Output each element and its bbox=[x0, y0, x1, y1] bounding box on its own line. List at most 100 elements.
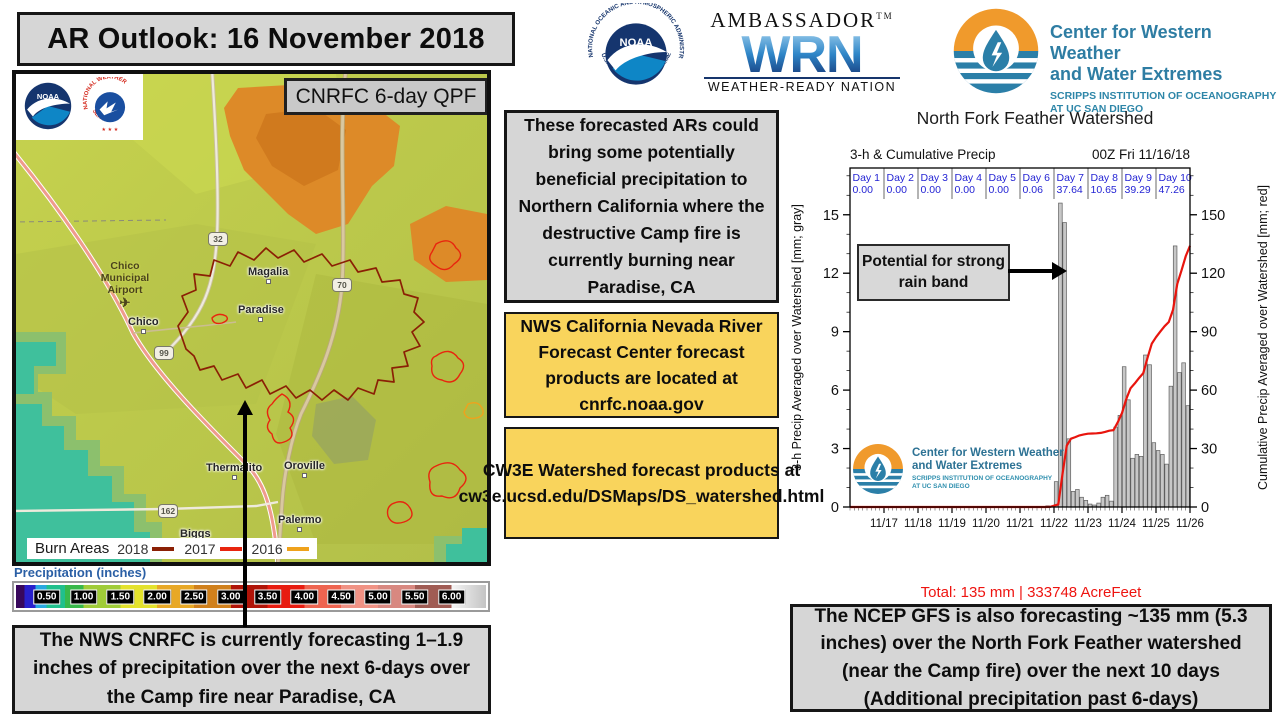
precip-bar bbox=[1168, 385, 1174, 508]
watershed-chart-panel: North Fork Feather Watershed 3-h & Cumul… bbox=[788, 103, 1280, 581]
precip-bar bbox=[1109, 500, 1114, 508]
x-tick-label: 11/24 bbox=[1108, 518, 1137, 530]
x-tick-label: 11/23 bbox=[1074, 518, 1102, 530]
precip-label: 4.00 bbox=[290, 589, 319, 604]
y-right-tick-label: 30 bbox=[1201, 442, 1217, 458]
precip-label: 0.50 bbox=[33, 589, 61, 604]
precip-colorbar: 0.50 1.00 1.50 2.00 2.50 3.00 3.50 4.00 4.50 5.00… bbox=[12, 581, 490, 612]
y-left-tick-label: 12 bbox=[823, 266, 839, 282]
plot-frame bbox=[849, 167, 1191, 508]
cw3e-logo-text: Center for Western Weather and Water Ext… bbox=[1050, 22, 1280, 116]
y-left-tick-label: 9 bbox=[831, 325, 839, 341]
precip-bar bbox=[1070, 491, 1076, 508]
precip-bar bbox=[1185, 405, 1191, 508]
y-left-tick-label: 3 bbox=[831, 442, 839, 458]
town-marker-dot bbox=[301, 473, 307, 478]
chart-day-total: 0.06 bbox=[1023, 184, 1044, 196]
y-left-tick-label: 6 bbox=[831, 383, 839, 399]
precip-bar bbox=[1147, 364, 1152, 508]
y-right-tick-label: 90 bbox=[1201, 325, 1217, 341]
noaa-abbr: NOAA bbox=[620, 37, 653, 49]
chart-subtitle-right: 00Z Fri 11/16/18 bbox=[1092, 147, 1190, 162]
cumulative-line bbox=[850, 245, 1192, 509]
wrn-ambassador-logo: AMBASSADORTM WRN WEATHER-READY NATION bbox=[704, 8, 900, 98]
note-ar-forecast: These forecasted ARs could bring some po… bbox=[504, 110, 779, 303]
chart-day-label: Day 7 bbox=[1057, 172, 1085, 184]
y-right-tick-label: 150 bbox=[1201, 208, 1225, 224]
precip-label: 3.00 bbox=[217, 589, 245, 604]
y-right-axis-title: Cumulative Precip Averaged over Watershe… bbox=[1256, 185, 1270, 490]
wrn-acronym: WRN bbox=[704, 29, 900, 81]
y-right-tick-label: 60 bbox=[1201, 383, 1217, 399]
y-left-axis-title: 3-h Precip Averaged over Watershed [mm; … bbox=[790, 204, 804, 471]
precip-bar bbox=[1160, 454, 1165, 508]
burn-swatch-icon bbox=[286, 546, 309, 551]
chart-day-total: 0.00 bbox=[887, 184, 908, 196]
qpf-map: NOAA NATIONAL WEATHER SERVICE ★ ★ ★ CNRF… bbox=[12, 70, 491, 566]
chart-day-total: 0.00 bbox=[989, 184, 1010, 196]
town-marker-dot bbox=[265, 279, 271, 284]
burn-swatch-icon bbox=[219, 546, 242, 551]
burn-outline-2017 bbox=[211, 313, 229, 325]
precip-bar bbox=[1126, 399, 1131, 508]
burn-outline-2017 bbox=[428, 462, 467, 499]
nws-logo-icon: NATIONAL WEATHER SERVICE ★ ★ ★ bbox=[81, 77, 139, 135]
hwy-shield-162: 162 bbox=[158, 504, 178, 518]
y-right-tick-label: 0 bbox=[1201, 500, 1209, 516]
chart-day-total: 10.65 bbox=[1091, 184, 1117, 196]
precip-chart: 3-h & Cumulative Precip 00Z Fri 11/16/18 D… bbox=[790, 147, 1270, 530]
chart-day-label: Day 3 bbox=[921, 172, 949, 184]
note-cnrfc-qpf: The NWS CNRFC is currently forecasting 1… bbox=[12, 625, 491, 714]
map-town-chico: Chico bbox=[128, 316, 159, 334]
chart-day-label: Day 9 bbox=[1125, 172, 1153, 184]
map-town-oroville: Oroville bbox=[284, 460, 325, 478]
chart-day-total: 0.00 bbox=[955, 184, 976, 196]
precip-label: 4.50 bbox=[327, 589, 355, 604]
precip-bar bbox=[1181, 362, 1186, 508]
burn-legend-title: Burn Areas bbox=[35, 540, 110, 557]
precip-bar bbox=[1117, 415, 1123, 508]
hwy-shield-32: 32 bbox=[208, 232, 228, 246]
town-marker-dot bbox=[231, 475, 237, 480]
note-cnrfc-products: NWS California Nevada River Forecast Cen… bbox=[504, 312, 779, 418]
precip-bars bbox=[1045, 202, 1191, 508]
map-town-palermo: Palermo bbox=[278, 514, 321, 532]
x-tick-label: 11/25 bbox=[1142, 518, 1170, 530]
precip-label: 2.50 bbox=[180, 589, 208, 604]
cw3e-scripps-line1: SCRIPPS INSTITUTION OF OCEANOGRAPHY bbox=[1050, 90, 1277, 102]
x-tick-label: 11/17 bbox=[870, 518, 898, 530]
chart-annotation: Potential for strong rain band bbox=[857, 244, 1010, 301]
y-left-tick-label: 15 bbox=[823, 208, 839, 224]
annotation-arrow-line bbox=[1008, 269, 1054, 273]
x-tick-label: 11/26 bbox=[1176, 518, 1204, 530]
cw3e-logo-icon bbox=[952, 7, 1040, 95]
chart-day-total: 0.00 bbox=[921, 184, 942, 196]
annotation-arrow-head bbox=[1052, 262, 1067, 280]
note-cw3e-products: CW3E Watershed forecast products at cw3e… bbox=[459, 427, 824, 539]
precip-bar bbox=[1100, 496, 1106, 508]
precip-bar bbox=[1083, 500, 1089, 508]
y-right-tick-label: 120 bbox=[1201, 266, 1225, 282]
hwy-shield-70: 70 bbox=[332, 278, 352, 292]
chart-day-label: Day 5 bbox=[989, 172, 1017, 184]
map-town-biggs: Biggs bbox=[180, 528, 211, 540]
chart-day-total: 47.26 bbox=[1159, 184, 1185, 196]
chart-title: North Fork Feather Watershed bbox=[916, 108, 1154, 128]
precip-label: 5.50 bbox=[401, 589, 429, 604]
burn-swatch-icon bbox=[152, 546, 175, 551]
precip-label: 2.00 bbox=[143, 589, 171, 604]
chart-day-total: 0.00 bbox=[853, 184, 874, 196]
burn-legend-item-2016: 2016 bbox=[252, 541, 309, 557]
x-tick-label: 11/22 bbox=[1040, 518, 1068, 530]
wrn-tagline: WEATHER-READY NATION bbox=[704, 77, 900, 94]
burn-perimeter-2018 bbox=[177, 247, 425, 401]
cw3e-name-line2: and Water Extremes bbox=[1050, 64, 1223, 84]
slide-title: AR Outlook: 16 November 2018 bbox=[17, 12, 515, 66]
map-town-thermalito: Thermalito bbox=[206, 462, 262, 480]
town-marker-dot bbox=[258, 317, 264, 322]
chart-day-label: Day 10 bbox=[1159, 172, 1192, 184]
town-marker-dot bbox=[297, 527, 303, 532]
map-town-magalia: Magalia bbox=[248, 266, 288, 284]
x-tick-label: 11/18 bbox=[904, 518, 932, 530]
burn-outline-2017 bbox=[429, 240, 462, 271]
